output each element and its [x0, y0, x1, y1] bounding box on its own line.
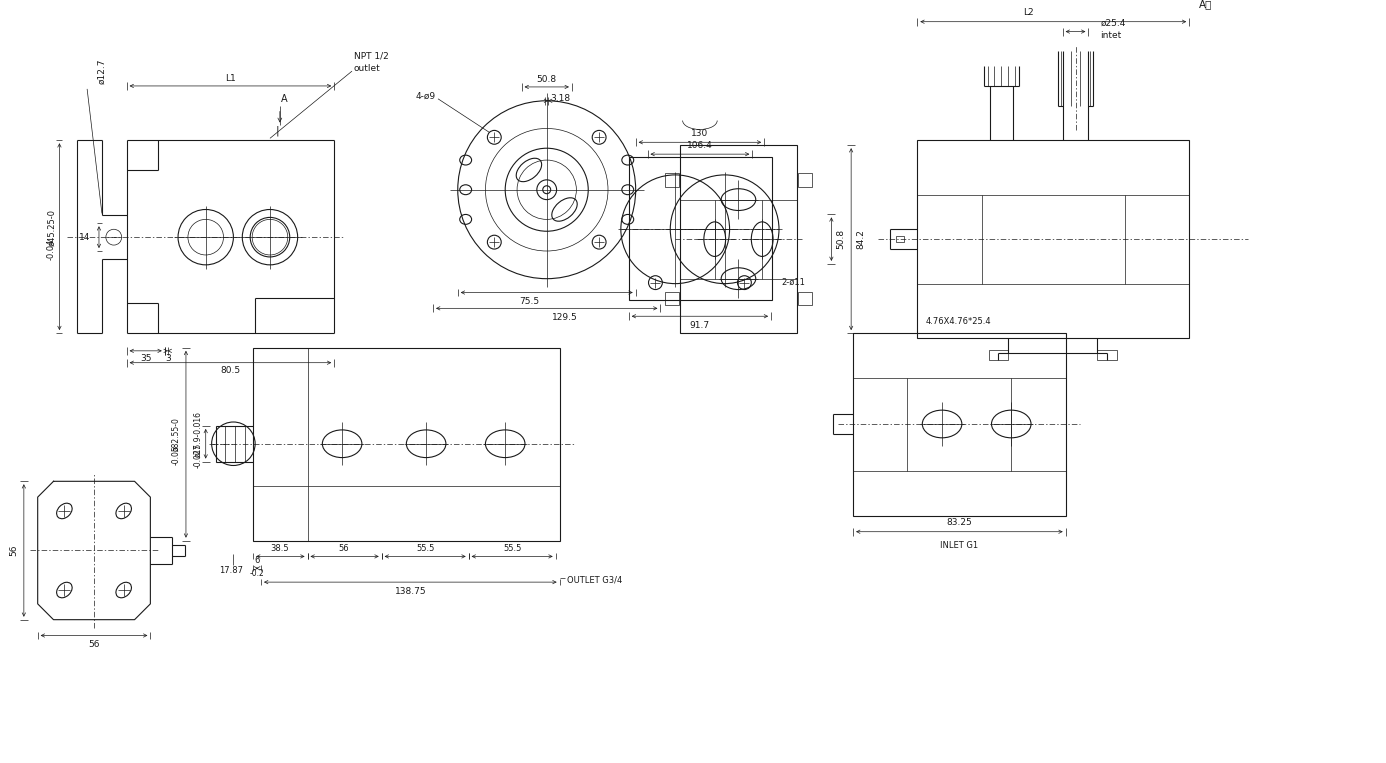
Text: 106.4: 106.4 [687, 140, 712, 150]
Bar [798, 291, 812, 305]
Text: 17.87: 17.87 [219, 565, 244, 575]
Text: 35: 35 [140, 354, 151, 363]
Bar [918, 140, 1189, 338]
Text: intet: intet [1100, 31, 1121, 40]
Text: 129.5: 129.5 [552, 313, 578, 322]
Text: -0.2: -0.2 [249, 568, 265, 578]
Text: 38.5: 38.5 [270, 544, 290, 553]
Text: 84.2: 84.2 [857, 229, 865, 249]
Bar [1098, 350, 1117, 359]
Text: -0.04: -0.04 [47, 238, 55, 259]
Text: 3: 3 [165, 354, 170, 363]
Text: ø25.4: ø25.4 [1100, 19, 1125, 28]
Bar [798, 173, 812, 187]
Text: A向: A向 [1199, 0, 1213, 9]
Text: 55.5: 55.5 [416, 544, 434, 553]
Bar [854, 333, 1066, 516]
Text: NPT 1/2: NPT 1/2 [353, 52, 388, 61]
Bar [665, 173, 679, 187]
Text: 56: 56 [10, 545, 18, 556]
Text: 4-ø9: 4-ø9 [416, 92, 437, 100]
Text: |: | [276, 125, 280, 136]
Text: 14: 14 [79, 233, 90, 242]
Bar [629, 157, 772, 301]
Text: A: A [280, 94, 287, 104]
Bar [988, 350, 1008, 359]
Text: INLET G1: INLET G1 [940, 541, 979, 550]
Text: OUTLET G3/4: OUTLET G3/4 [567, 575, 622, 584]
Text: 75.5: 75.5 [518, 297, 539, 306]
Text: 130: 130 [692, 129, 708, 138]
Text: L1: L1 [225, 73, 236, 82]
Text: ø45.25-0: ø45.25-0 [47, 209, 55, 246]
Text: 55.5: 55.5 [503, 544, 521, 553]
Text: 56: 56 [338, 544, 349, 553]
Text: 138.75: 138.75 [395, 587, 426, 595]
Text: 91.7: 91.7 [690, 320, 710, 330]
Text: ø15.9-0.016: ø15.9-0.016 [193, 410, 202, 457]
Text: L2: L2 [1023, 8, 1034, 18]
Text: 50.8: 50.8 [536, 75, 557, 83]
Text: 80.5: 80.5 [220, 366, 241, 375]
Bar [895, 237, 904, 242]
Bar [681, 145, 797, 333]
Text: -0.05: -0.05 [172, 446, 180, 465]
Text: ø82.55-0: ø82.55-0 [172, 417, 180, 451]
Text: 2-ø11: 2-ø11 [780, 278, 805, 287]
Bar [254, 348, 560, 541]
Bar [665, 291, 679, 305]
Text: -0.027: -0.027 [193, 443, 202, 468]
Text: outlet: outlet [353, 63, 381, 72]
Text: 83.25: 83.25 [947, 518, 972, 527]
Text: 6: 6 [255, 556, 259, 565]
Text: ø12.7: ø12.7 [97, 58, 107, 84]
Text: 3.18: 3.18 [550, 95, 571, 103]
Text: 4.76X4.76*25.4: 4.76X4.76*25.4 [926, 317, 992, 326]
Text: 50.8: 50.8 [837, 229, 845, 250]
Text: 56: 56 [89, 640, 100, 649]
